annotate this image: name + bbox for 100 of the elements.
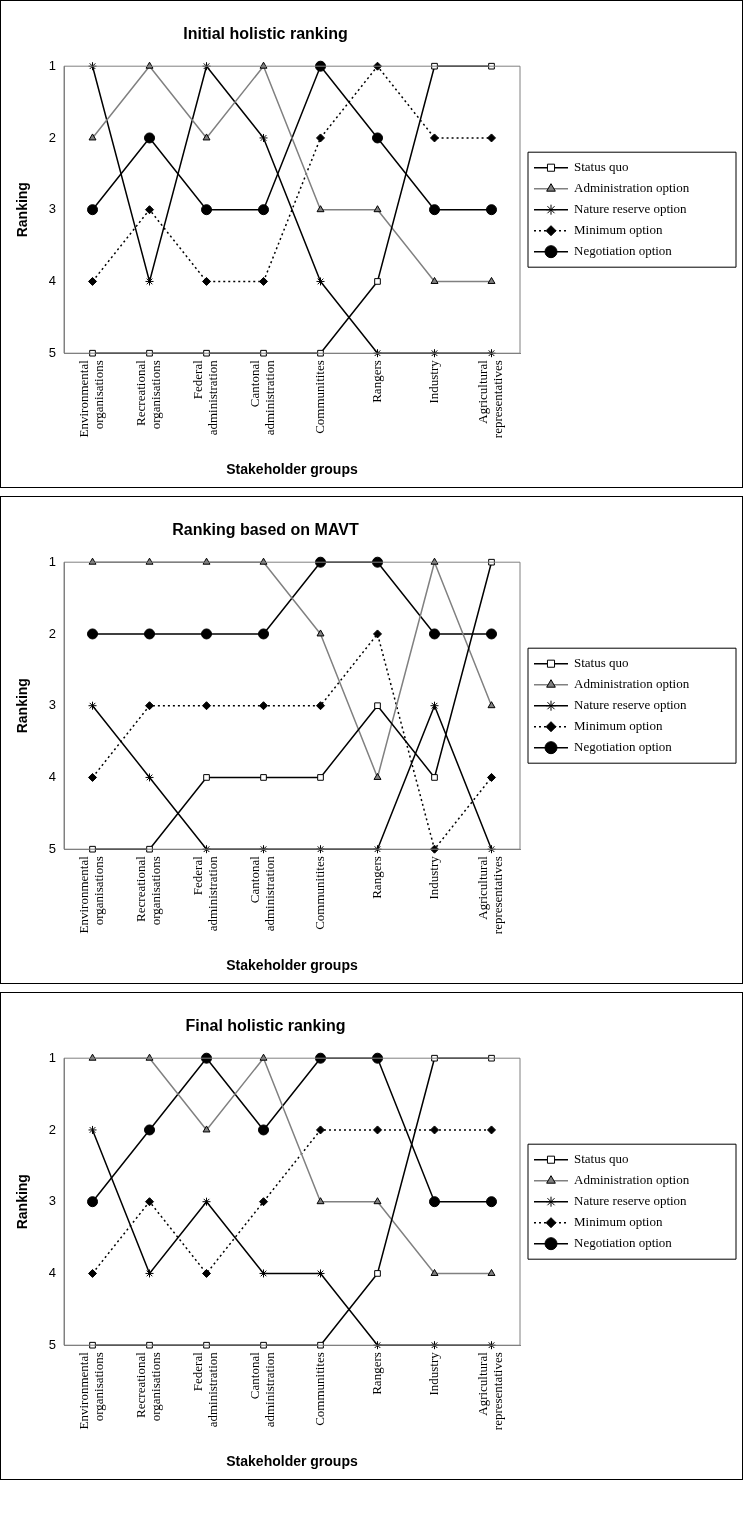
x-tick-label: Agricultural representatives: [475, 359, 506, 439]
x-axis-title: Stakeholder groups: [226, 1453, 358, 1470]
x-axis-title: Stakeholder groups: [226, 461, 358, 478]
point: [431, 1054, 438, 1062]
point: [488, 558, 495, 566]
legend-label: Status quo: [574, 159, 629, 175]
x-tick-label: Agricultural representatives: [475, 1351, 506, 1431]
legend-label: Minimum option: [574, 222, 663, 238]
point: [89, 845, 96, 853]
point: [146, 845, 153, 853]
x-tick-label: Rangers: [368, 1352, 384, 1395]
point: [259, 61, 268, 69]
point: [487, 1340, 496, 1350]
point: [317, 774, 324, 781]
point: [372, 132, 384, 144]
point: [316, 1125, 326, 1135]
point: [259, 1197, 269, 1207]
point: [373, 1125, 383, 1135]
point: [259, 276, 269, 286]
point: [88, 1053, 97, 1061]
point: [201, 204, 213, 216]
legend-label: Administration option: [574, 676, 690, 692]
legend-label: Negotiation option: [574, 1235, 673, 1251]
point: [145, 205, 155, 215]
y-tick-label: 5: [48, 840, 57, 856]
chart-title: Final holistic ranking: [185, 1017, 346, 1035]
point: [145, 1197, 155, 1207]
point: [201, 628, 213, 640]
x-tick-label: Agricultural representatives: [475, 855, 506, 935]
y-tick-label: 2: [48, 625, 57, 641]
point: [486, 628, 497, 640]
point: [203, 349, 210, 357]
point: [202, 276, 212, 286]
point: [88, 1268, 98, 1278]
x-tick-label: Communitites: [311, 360, 327, 434]
point: [374, 1270, 381, 1277]
y-tick-label: 4: [48, 1265, 57, 1281]
point: [486, 204, 497, 216]
point: [487, 276, 496, 284]
point: [259, 844, 269, 854]
point: [487, 348, 496, 358]
point: [202, 844, 212, 854]
point: [487, 133, 496, 143]
x-tick-label: Environmental organisations: [76, 1351, 107, 1430]
point: [144, 1124, 156, 1136]
point: [201, 1052, 213, 1064]
y-axis-title: Ranking: [14, 678, 31, 734]
point: [145, 61, 154, 69]
point: [431, 62, 438, 70]
point: [145, 1268, 155, 1278]
point: [488, 1054, 495, 1062]
point: [144, 132, 156, 144]
point: [260, 349, 267, 357]
legend-label: Administration option: [574, 180, 690, 196]
point: [87, 628, 99, 640]
legend-label: Minimum option: [574, 718, 663, 734]
y-tick-label: 1: [48, 553, 57, 569]
point: [202, 1197, 212, 1207]
point: [315, 1052, 327, 1064]
point: [317, 349, 324, 357]
point: [87, 204, 99, 216]
x-tick-label: Environmental organisations: [76, 855, 107, 934]
x-tick-label: Industry: [425, 855, 441, 900]
point: [88, 557, 97, 565]
point: [430, 1268, 439, 1276]
legend-label: Status quo: [574, 655, 629, 671]
x-axis-title: Stakeholder groups: [226, 957, 358, 974]
point: [258, 628, 270, 640]
y-tick-label: 1: [48, 1049, 57, 1065]
point: [487, 1125, 496, 1135]
x-tick-label: Environmental organisations: [76, 359, 107, 438]
legend-label: Administration option: [574, 1172, 690, 1188]
point: [429, 204, 441, 216]
y-tick-label: 2: [48, 129, 57, 145]
point: [316, 701, 326, 711]
point: [430, 701, 440, 711]
y-tick-label: 3: [48, 697, 57, 713]
point: [316, 629, 325, 637]
point: [259, 1268, 269, 1278]
chart-title: Ranking based on MAVT: [172, 521, 359, 539]
x-tick-label: Industry: [425, 359, 441, 404]
x-tick-label: Rangers: [368, 856, 384, 899]
point: [145, 701, 155, 711]
point: [145, 557, 154, 565]
point: [88, 133, 97, 141]
point: [88, 701, 98, 711]
point: [373, 629, 383, 639]
y-axis-title: Ranking: [14, 182, 31, 238]
point: [429, 628, 441, 640]
point: [88, 1125, 98, 1135]
point: [316, 205, 325, 213]
y-tick-label: 3: [48, 201, 57, 217]
point: [317, 1341, 324, 1349]
legend-label: Negotiation option: [574, 739, 673, 755]
point: [144, 628, 156, 640]
point: [487, 844, 496, 854]
point: [315, 556, 327, 568]
point: [430, 133, 440, 143]
point: [259, 1053, 268, 1061]
point: [374, 702, 381, 710]
